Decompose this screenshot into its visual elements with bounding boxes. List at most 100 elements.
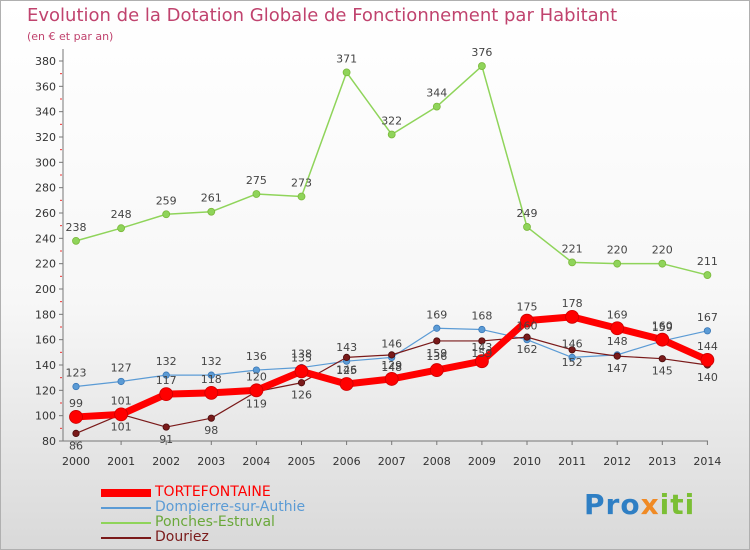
data-point-ponches-estruval[interactable] [432, 102, 441, 111]
data-point-ponches-estruval[interactable] [568, 258, 576, 267]
data-label-tortefontaine: 178 [562, 297, 583, 310]
data-point-ponches-estruval[interactable] [523, 223, 531, 231]
data-point-ponches-estruval[interactable] [162, 210, 171, 219]
data-point-tortefontaine[interactable] [204, 385, 219, 400]
data-point-ponches-estruval[interactable] [72, 236, 80, 245]
data-point-douriez[interactable] [568, 346, 576, 354]
data-label-tortefontaine: 129 [381, 359, 402, 372]
x-tick-label: 2007 [378, 455, 406, 468]
data-point-tortefontaine[interactable] [565, 309, 579, 324]
data-point-tortefontaine[interactable] [429, 363, 444, 377]
x-tick-label: 2002 [152, 455, 180, 468]
data-point-douriez[interactable] [207, 414, 215, 422]
data-point-tortefontaine[interactable] [294, 364, 309, 379]
data-point-dompierre-sur-authie[interactable] [207, 371, 215, 379]
data-label-douriez: 146 [336, 363, 357, 376]
data-point-douriez[interactable] [388, 351, 396, 359]
legend-item-douriez[interactable]: Douriez [101, 530, 361, 545]
data-point-tortefontaine[interactable] [249, 383, 264, 398]
data-label-douriez: 119 [246, 398, 267, 411]
data-label-dompierre-sur-authie: 168 [471, 310, 492, 323]
data-label-tortefontaine: 101 [111, 394, 132, 407]
data-label-dompierre-sur-authie: 132 [156, 355, 177, 368]
y-tick-label: 380 [35, 55, 56, 68]
data-label-douriez: 145 [652, 365, 673, 378]
data-point-ponches-estruval[interactable] [342, 68, 351, 77]
chart-title: Evolution de la Dotation Globale de Fonc… [27, 5, 618, 26]
data-point-douriez[interactable] [72, 429, 80, 437]
y-tick-label: 360 [35, 80, 56, 93]
data-point-tortefontaine[interactable] [69, 410, 83, 424]
data-label-dompierre-sur-authie: 132 [201, 355, 222, 368]
data-label-ponches-estruval: 211 [697, 255, 718, 268]
legend-item-ponches-estruval[interactable]: Ponches-Estruval [101, 515, 361, 530]
data-point-ponches-estruval[interactable] [703, 271, 712, 279]
data-point-ponches-estruval[interactable] [658, 259, 667, 268]
x-tick-label: 2011 [558, 455, 586, 468]
data-point-tortefontaine[interactable] [520, 313, 534, 328]
data-point-tortefontaine[interactable] [700, 353, 715, 367]
x-tick-label: 2004 [242, 455, 270, 468]
data-point-tortefontaine[interactable] [655, 332, 670, 347]
data-point-douriez[interactable] [523, 333, 531, 341]
legend-label-dompierre-sur-authie: Dompierre-sur-Authie [155, 499, 306, 515]
legend-swatch-dompierre-sur-authie [101, 507, 151, 509]
data-point-ponches-estruval[interactable] [477, 62, 486, 70]
data-point-dompierre-sur-authie[interactable] [703, 327, 712, 335]
data-point-ponches-estruval[interactable] [613, 259, 622, 268]
data-point-douriez[interactable] [433, 337, 441, 345]
data-label-tortefontaine: 117 [156, 374, 177, 387]
legend: TORTEFONTAINE Dompierre-sur-Authie Ponch… [101, 485, 361, 545]
data-label-dompierre-sur-authie: 160 [517, 320, 538, 333]
data-label-ponches-estruval: 344 [426, 87, 447, 100]
data-point-douriez[interactable] [613, 352, 621, 360]
data-point-douriez[interactable] [297, 379, 306, 387]
data-point-tortefontaine[interactable] [474, 354, 489, 369]
data-point-dompierre-sur-authie[interactable] [478, 325, 486, 334]
x-tick-label: 2009 [468, 455, 496, 468]
data-point-dompierre-sur-authie[interactable] [117, 377, 125, 386]
data-label-tortefontaine: 99 [69, 397, 83, 410]
data-point-dompierre-sur-authie[interactable] [433, 324, 441, 332]
data-label-tortefontaine: 136 [426, 350, 447, 363]
legend-label-douriez: Douriez [155, 529, 209, 545]
data-point-douriez[interactable] [478, 337, 486, 345]
data-label-tortefontaine: 169 [607, 308, 628, 321]
legend-label-ponches-estruval: Ponches-Estruval [155, 514, 275, 530]
data-point-ponches-estruval[interactable] [117, 224, 125, 233]
data-point-tortefontaine[interactable] [610, 321, 625, 336]
data-point-ponches-estruval[interactable] [252, 190, 261, 198]
data-point-tortefontaine[interactable] [114, 407, 128, 422]
data-label-tortefontaine: 160 [652, 320, 673, 333]
x-tick-label: 2014 [693, 455, 721, 468]
data-point-dompierre-sur-authie[interactable] [252, 366, 260, 374]
legend-item-dompierre-sur-authie[interactable]: Dompierre-sur-Authie [101, 500, 361, 515]
y-tick-label: 160 [35, 334, 56, 347]
data-point-ponches-estruval[interactable] [207, 207, 216, 216]
data-point-ponches-estruval[interactable] [387, 130, 396, 139]
data-point-ponches-estruval[interactable] [297, 192, 306, 201]
data-label-ponches-estruval: 259 [156, 194, 177, 207]
y-tick-label: 180 [35, 308, 56, 321]
data-label-dompierre-sur-authie: 148 [607, 335, 628, 348]
data-point-tortefontaine[interactable] [384, 372, 399, 386]
data-point-dompierre-sur-authie[interactable] [162, 371, 170, 379]
x-tick-label: 2006 [333, 455, 361, 468]
data-label-douriez: 101 [111, 420, 132, 433]
x-tick-label: 2005 [288, 455, 316, 468]
data-point-dompierre-sur-authie[interactable] [568, 353, 576, 361]
data-point-dompierre-sur-authie[interactable] [72, 382, 80, 391]
legend-item-tortefontaine[interactable]: TORTEFONTAINE [101, 485, 361, 500]
data-label-ponches-estruval: 322 [381, 114, 402, 127]
data-label-douriez: 98 [204, 424, 218, 437]
data-point-douriez[interactable] [162, 423, 170, 431]
data-point-tortefontaine[interactable] [339, 377, 354, 391]
x-tick-label: 2013 [648, 455, 676, 468]
y-tick-label: 200 [35, 283, 56, 296]
data-point-tortefontaine[interactable] [159, 387, 174, 402]
data-point-douriez[interactable] [342, 353, 351, 361]
data-label-douriez: 148 [381, 361, 402, 374]
data-point-douriez[interactable] [658, 355, 666, 363]
